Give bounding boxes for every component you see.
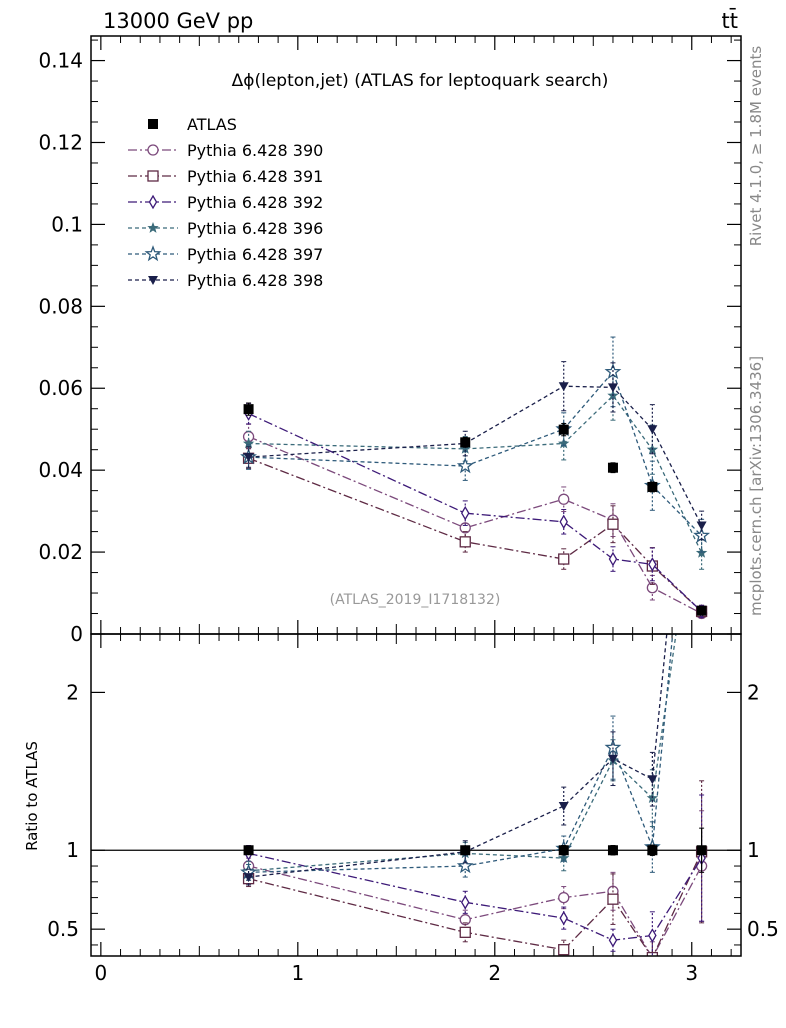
main-data-point [460,437,471,448]
x-tick-label: 3 [685,961,698,985]
ratio-data-point [696,845,707,856]
ratio-plot-frame [90,633,742,957]
main-data-point [242,437,255,449]
legend-label: Pythia 6.428 396 [187,219,323,238]
main-y-tick-label: 0.06 [38,376,83,400]
main-data-point [243,453,254,463]
ratio-series-line [248,852,703,941]
ratio-data-point [243,873,254,883]
main-y-tick-label: 0.1 [51,212,83,236]
ratio-data-point [648,928,657,943]
main-data-point [558,424,569,435]
main-series-line [248,394,703,554]
ratio-data-point [558,802,569,812]
legend-label: Pythia 6.428 397 [187,245,323,264]
ratio-y-tick-label-right: 0.5 [747,917,779,941]
header-left-label: 13000 GeV pp [103,9,253,33]
ratio-data-point [608,932,618,948]
ratio-data-point [607,893,619,905]
ratio-data-point [558,845,569,856]
ratio-y-tick-label: 1 [66,838,79,862]
legend-marker [147,222,159,233]
ratio-series-line [248,865,703,956]
main-y-tick-label: 0.04 [38,458,83,482]
main-series-line [248,385,703,526]
main-data-point [558,553,570,565]
ratio-data-point [607,845,618,856]
legend-label: Pythia 6.428 398 [187,271,323,290]
ratio-data-point [456,857,474,874]
legend-marker [144,245,162,262]
main-data-point [608,551,618,567]
main-data-point [696,605,707,616]
ratio-data-point [558,852,570,863]
main-data-point [607,518,619,530]
legend-marker [147,144,159,156]
main-data-point [607,383,618,393]
main-data-point [647,425,658,435]
main-y-tick-label: 0.02 [38,540,83,564]
legend-marker [148,119,158,129]
legend-label: Pythia 6.428 392 [187,193,323,212]
ratio-data-point [243,845,254,856]
main-data-point [607,462,618,473]
ratio-data-point [459,926,471,938]
ratio-y-tick-label: 2 [66,680,79,704]
ratio-data-point [460,845,471,856]
legend-label: ATLAS [187,115,237,134]
main-data-point [647,481,658,492]
ratio-series-line [248,851,703,956]
main-series-line [248,436,702,615]
main-y-tick-label: 0.08 [38,294,83,318]
ratio-data-point [460,895,470,910]
main-data-point [558,382,569,392]
main-y-tick-label: 0.12 [38,130,83,154]
header-right-label: tt̄ [722,8,738,33]
plot-title: Δϕ(lepton,jet) (ATLAS for leptoquark sea… [232,71,609,91]
ratio-data-point [604,738,622,755]
main-data-point [696,521,707,531]
ratio-data-point [607,754,618,764]
ratio-series-line [248,634,674,873]
main-series-line [248,457,703,612]
main-data-point [460,505,470,521]
ratio-data-point [647,845,658,856]
x-tick-label: 0 [94,961,107,985]
legend-label: Pythia 6.428 391 [187,167,323,186]
main-series-line [248,370,703,537]
rivet-label: Rivet 4.1.0, ≥ 1.8M events [747,46,765,247]
main-data-point [558,437,570,449]
ratio-data-point [558,891,570,904]
main-y-tick-label: 0.14 [38,49,83,73]
main-data-point [648,557,657,572]
ratio-y-tick-label-right: 1 [747,838,760,862]
main-series-line [248,413,703,612]
x-tick-label: 2 [488,961,501,985]
mcplots-label: mcplots.cern.ch [arXiv:1306.3436] [747,356,765,616]
legend-marker [148,194,158,210]
main-data-point [558,493,570,505]
watermark: (ATLAS_2019_I1718132) [330,592,501,608]
legend-marker [148,276,158,285]
x-tick-label: 1 [291,961,304,985]
main-data-point [559,514,568,530]
ratio-data-point [559,910,568,926]
main-y-tick-label: 0 [70,622,83,646]
main-data-point [456,457,474,474]
ratio-y-tick-label-right: 2 [747,680,760,704]
ratio-data-point [647,775,658,785]
legend-label: Pythia 6.428 390 [187,141,323,160]
ratio-y-tick-label: 0.5 [47,917,79,941]
main-data-point [459,536,471,548]
ratio-axis-label: Ratio to ATLAS [23,741,41,851]
main-data-point [243,404,254,415]
legend-marker [147,170,159,182]
ratio-data-point [558,944,570,956]
ratio-series-line [248,634,668,878]
